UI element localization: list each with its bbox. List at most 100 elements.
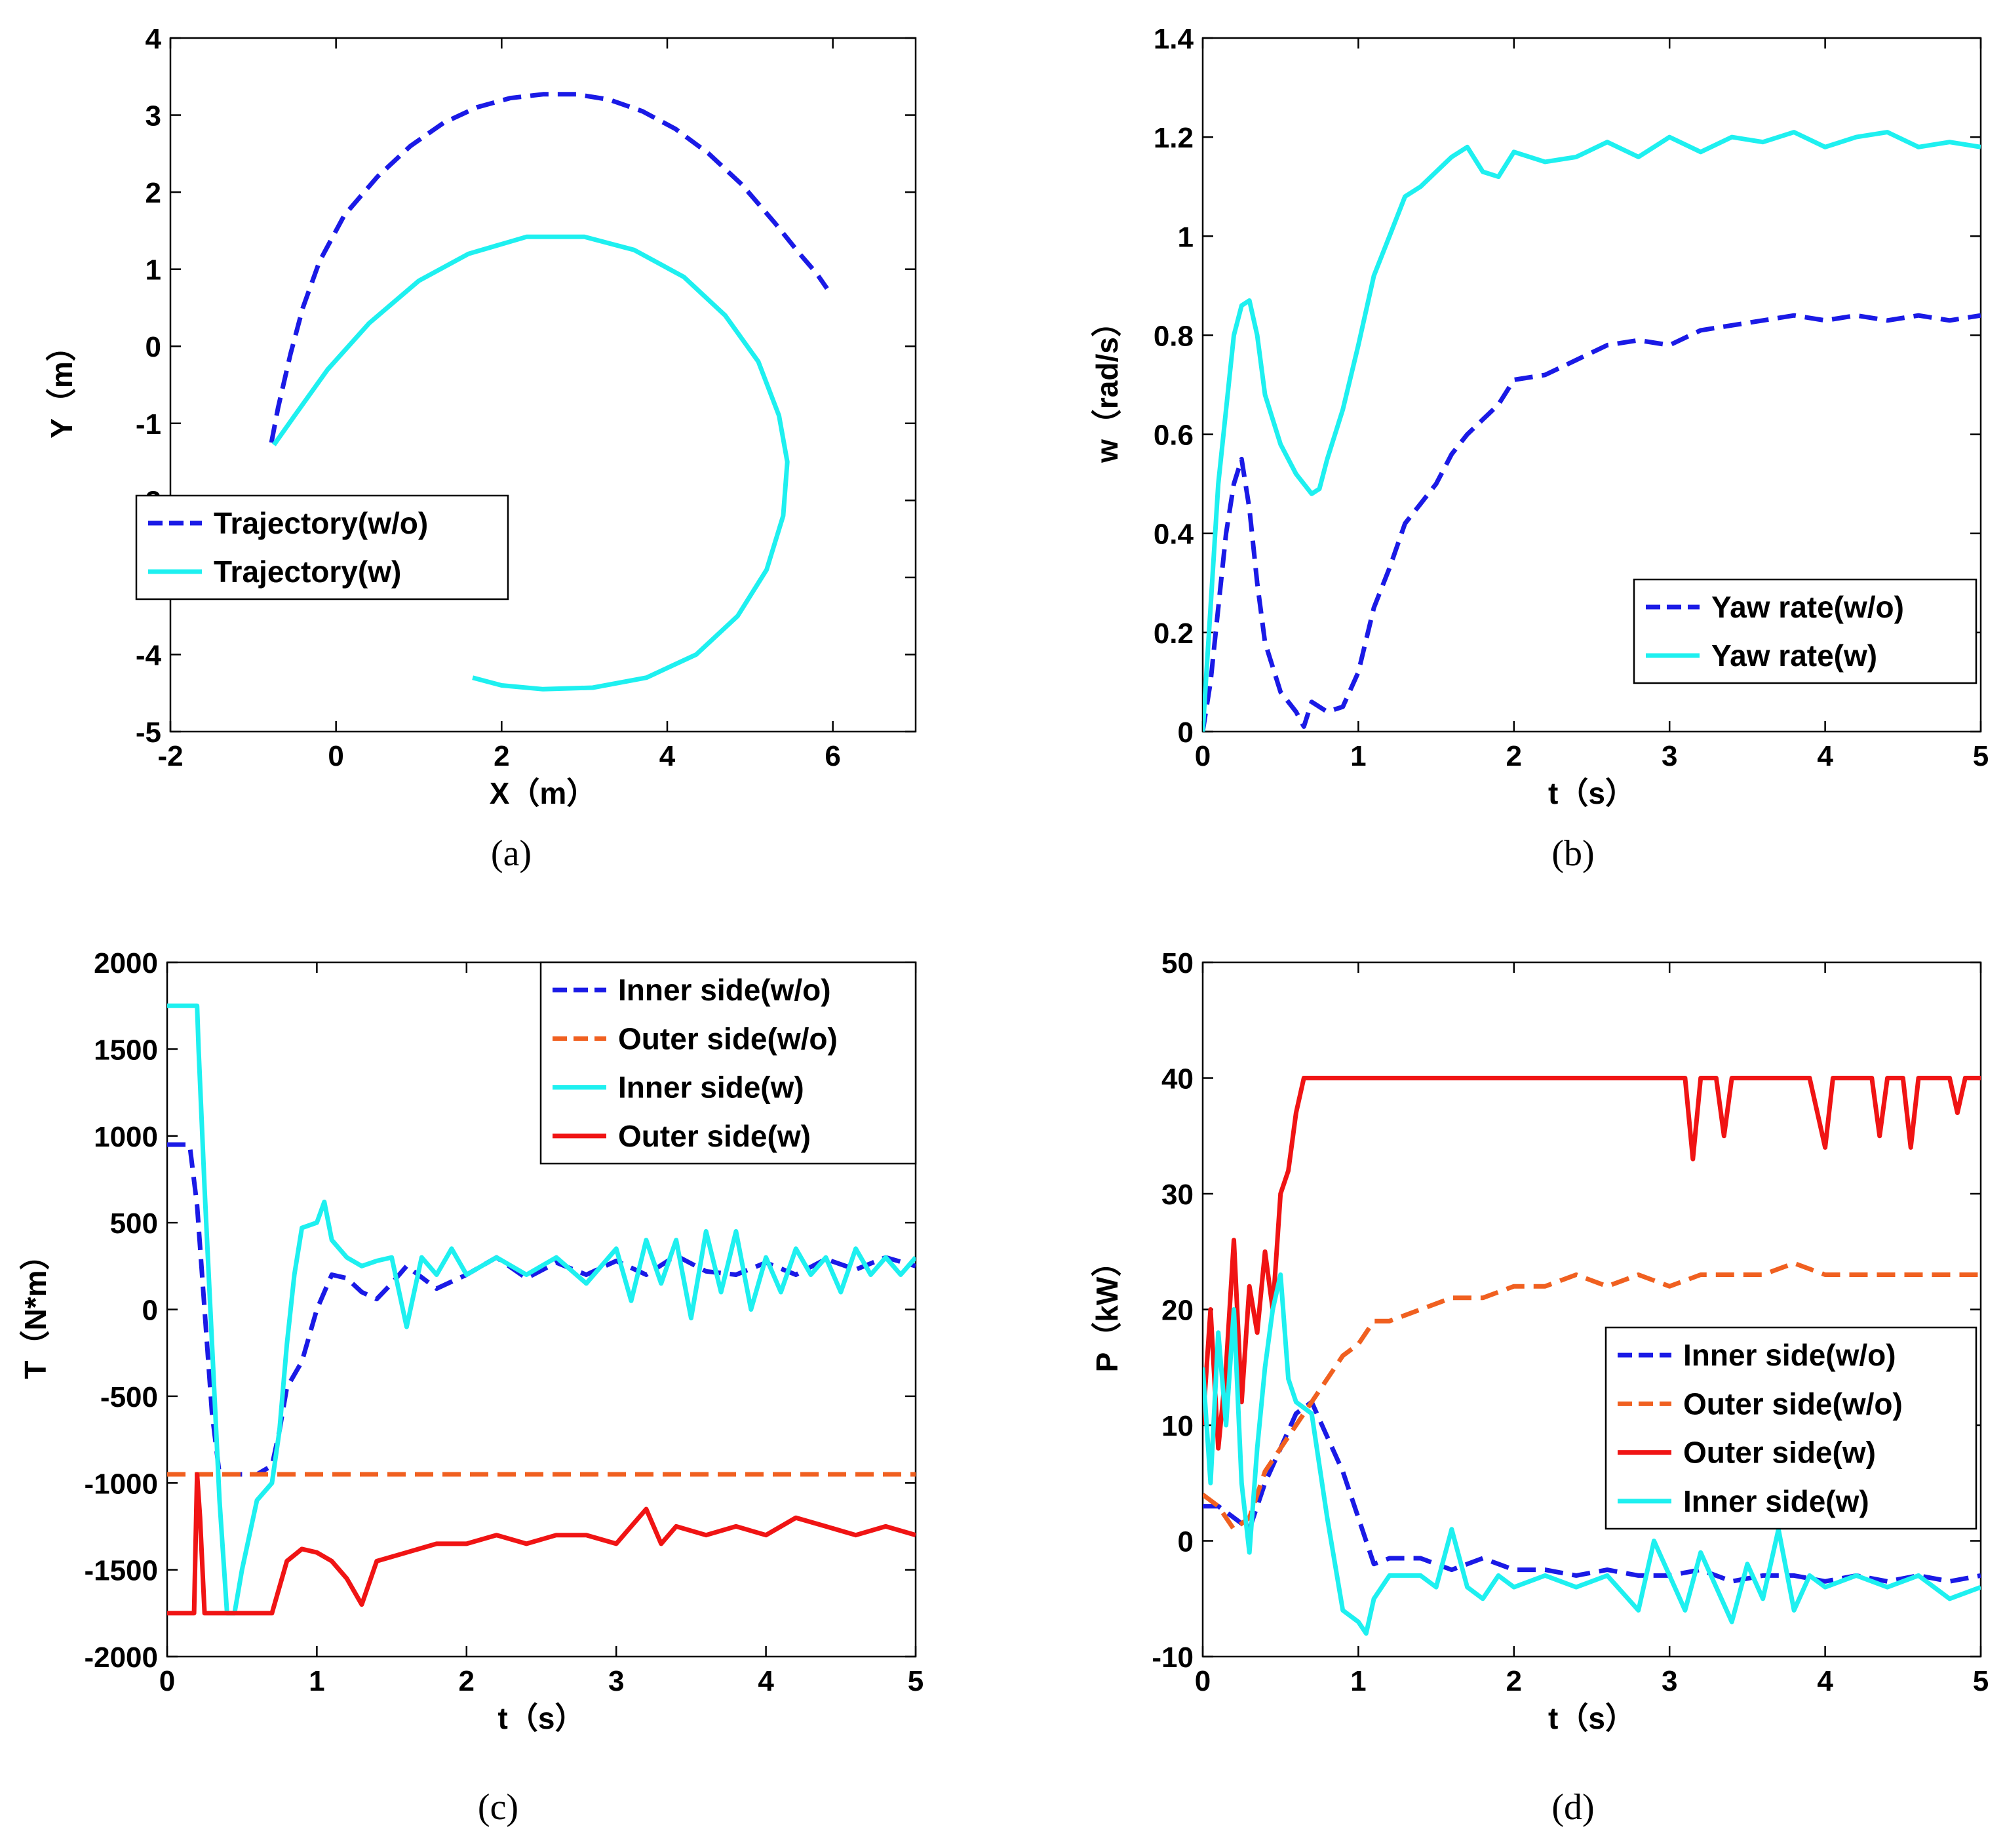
series-line-yaw-rate-w-o bbox=[1203, 313, 1981, 732]
x-tick-label: 3 bbox=[1662, 740, 1677, 772]
x-tick-label: 1 bbox=[1350, 1665, 1366, 1697]
chart-b: 0 1 2 3 4 5 0 0.2 0.4 0.6 0.8 1 1.2 1.4 t（s） w（rad/s） Ya… bbox=[1090, 23, 1989, 874]
series-line-inner-side-w bbox=[1203, 1272, 1981, 1636]
y-tick-label: 0.8 bbox=[1154, 320, 1194, 352]
y-tick-label: 2 bbox=[146, 177, 161, 209]
legend-label: Trajectory(w) bbox=[214, 555, 401, 589]
legend-label: Inner side(w) bbox=[618, 1071, 804, 1105]
y-tick-label: 0.2 bbox=[1154, 618, 1194, 650]
y-tick-label: 1 bbox=[1178, 221, 1194, 253]
x-tick-label: 4 bbox=[659, 740, 676, 772]
series-line-inner-side-w bbox=[167, 1003, 916, 1616]
y-axis-label: T（N*m） bbox=[18, 1240, 52, 1379]
y-tick-label: 0 bbox=[1178, 717, 1194, 749]
x-tick-label: 1 bbox=[309, 1665, 324, 1697]
legend-label: Outer side(w/o) bbox=[618, 1021, 838, 1055]
x-tick-label: 2 bbox=[1506, 1665, 1522, 1697]
y-tick-label: 1.2 bbox=[1154, 122, 1194, 154]
y-axis-label: w（rad/s） bbox=[1090, 307, 1124, 463]
y-tick-label: -1000 bbox=[84, 1468, 158, 1500]
legend: Inner side(w/o) Outer side(w/o) Outer side… bbox=[1605, 1326, 1977, 1530]
x-tick-label: 2 bbox=[459, 1665, 475, 1697]
x-tick-label: 1 bbox=[1350, 740, 1366, 772]
y-tick-label: 0 bbox=[1178, 1526, 1194, 1558]
x-tick-label: 5 bbox=[1973, 1665, 1989, 1697]
y-tick-label: 30 bbox=[1161, 1179, 1194, 1211]
y-tick-label: 20 bbox=[1161, 1295, 1194, 1327]
legend-label: Trajectory(w/o) bbox=[214, 506, 428, 540]
chart-c: 0 1 2 3 4 5 -2000 -1500 -1000 -500 0 500 1000 1500 200… bbox=[18, 947, 924, 1828]
panel-caption: (d) bbox=[1551, 1787, 1594, 1828]
y-tick-label: -1500 bbox=[84, 1555, 158, 1587]
y-tick-label: 1.4 bbox=[1154, 23, 1194, 55]
y-tick-label: 50 bbox=[1161, 947, 1194, 979]
x-axis-label: t（s） bbox=[1548, 776, 1635, 810]
y-tick-label: 0.6 bbox=[1154, 420, 1194, 452]
y-tick-label: -10 bbox=[1152, 1642, 1194, 1674]
legend: Trajectory(w/o) Trajectory(w) bbox=[135, 494, 509, 600]
x-tick-label: 0 bbox=[328, 740, 343, 772]
legend-label: Yaw rate(w/o) bbox=[1711, 590, 1904, 624]
x-tick-label: 4 bbox=[1817, 740, 1833, 772]
legend-label: Inner side(w/o) bbox=[1683, 1338, 1896, 1372]
x-tick-label: 4 bbox=[1817, 1665, 1833, 1697]
y-tick-label: 10 bbox=[1161, 1410, 1194, 1442]
y-axis-label: Y（m） bbox=[45, 331, 79, 439]
y-tick-label: -2000 bbox=[84, 1642, 158, 1674]
legend-label: Inner side(w) bbox=[1683, 1484, 1869, 1518]
x-axis-label: t（s） bbox=[498, 1701, 585, 1735]
y-tick-label: 1000 bbox=[94, 1121, 158, 1153]
series-line-yaw-rate-w bbox=[1203, 130, 1981, 732]
legend-label: Inner side(w/o) bbox=[618, 973, 831, 1007]
series-line-outer-side-w bbox=[1203, 1076, 1981, 1451]
legend-box bbox=[1633, 578, 1977, 684]
x-tick-label: 3 bbox=[608, 1665, 624, 1697]
y-tick-label: 1 bbox=[146, 254, 161, 286]
y-axis-label: P（kW） bbox=[1090, 1247, 1124, 1373]
legend: Yaw rate(w/o) Yaw rate(w) bbox=[1633, 578, 1977, 684]
legend-label: Outer side(w/o) bbox=[1683, 1386, 1903, 1421]
legend-label: Yaw rate(w) bbox=[1711, 639, 1877, 673]
y-tick-label: 2000 bbox=[94, 947, 158, 979]
x-tick-label: 0 bbox=[159, 1665, 175, 1697]
panel-caption: (b) bbox=[1551, 833, 1594, 874]
legend: Inner side(w/o) Outer side(w/o) Inner side… bbox=[539, 961, 917, 1165]
series-line-trajectory-w bbox=[272, 234, 790, 692]
x-axis-label: X（m） bbox=[490, 776, 597, 810]
y-tick-label: 4 bbox=[146, 23, 162, 55]
y-tick-label: -1 bbox=[136, 408, 161, 441]
plot-area bbox=[169, 37, 917, 733]
x-tick-label: 2 bbox=[494, 740, 509, 772]
legend-label: Outer side(w) bbox=[618, 1119, 811, 1153]
x-tick-label: 2 bbox=[1506, 740, 1522, 772]
series-line-trajectory-w-o bbox=[269, 92, 829, 443]
x-axis-label: t（s） bbox=[1548, 1701, 1635, 1735]
legend-label: Outer side(w) bbox=[1683, 1436, 1876, 1470]
y-tick-label: -4 bbox=[136, 639, 162, 671]
y-tick-label: -5 bbox=[136, 717, 161, 749]
legend-box bbox=[135, 494, 509, 600]
y-tick-label: -500 bbox=[100, 1381, 158, 1413]
legend-box bbox=[539, 961, 917, 1165]
x-tick-label: 5 bbox=[1973, 740, 1989, 772]
x-tick-label: -2 bbox=[157, 740, 183, 772]
y-tick-label: 1500 bbox=[94, 1034, 158, 1066]
x-tick-label: 3 bbox=[1662, 1665, 1677, 1697]
x-tick-label: 5 bbox=[908, 1665, 924, 1697]
y-tick-label: 40 bbox=[1161, 1063, 1194, 1095]
series-line-outer-side-w-o bbox=[1203, 1261, 1981, 1532]
legend-box bbox=[1605, 1326, 1977, 1530]
x-tick-label: 4 bbox=[758, 1665, 774, 1697]
plot-area bbox=[1201, 961, 1982, 1658]
panel-caption: (a) bbox=[491, 833, 532, 874]
x-tick-label: 6 bbox=[825, 740, 840, 772]
y-tick-label: 500 bbox=[110, 1208, 158, 1240]
x-tick-label: 0 bbox=[1195, 740, 1211, 772]
series-line-outer-side-w bbox=[167, 1472, 916, 1616]
y-tick-label: 0 bbox=[142, 1295, 158, 1327]
y-tick-label: 3 bbox=[146, 100, 161, 132]
x-tick-label: 0 bbox=[1195, 1665, 1211, 1697]
y-tick-label: 0 bbox=[146, 331, 161, 363]
